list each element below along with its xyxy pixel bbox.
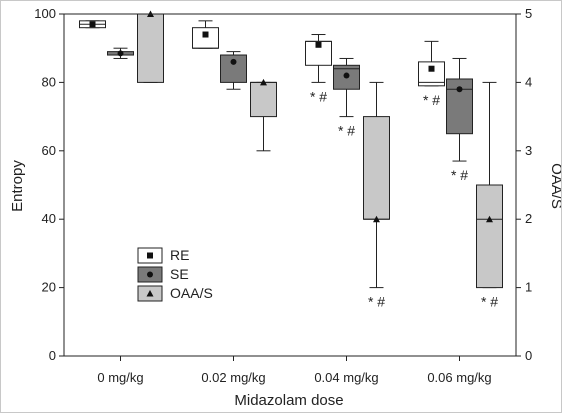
box-re-3	[418, 40, 445, 87]
significance-annotation: * #	[481, 294, 498, 310]
box-oaa-s-2	[363, 81, 390, 289]
y-right-tick-label: 3	[525, 143, 532, 158]
y-left-tick-label: 100	[34, 6, 56, 21]
legend: RE SE OAA/S	[137, 247, 213, 302]
y-right-tick-label: 0	[525, 348, 532, 363]
mean-marker	[89, 21, 96, 28]
y-left-tick-label: 40	[42, 211, 56, 226]
x-tick-label: 0.06 mg/kg	[427, 370, 491, 385]
y-right-tick-label: 4	[525, 74, 532, 89]
mean-marker	[230, 58, 237, 65]
x-tick-label: 0.02 mg/kg	[201, 370, 265, 385]
box-oaa-s-0	[137, 10, 164, 83]
y-axis-title-right: OAA/S	[548, 163, 561, 209]
mean-marker	[456, 86, 463, 93]
y-right-tick-label: 1	[525, 280, 532, 295]
box-se-3	[446, 57, 473, 162]
significance-annotation: * #	[368, 294, 385, 310]
box-re-0	[79, 20, 106, 29]
box-re-1	[192, 20, 219, 49]
annotations-layer: * # * # * # * # * # * #	[310, 88, 498, 309]
box-body	[363, 116, 390, 220]
box-body	[250, 81, 277, 118]
y-left-tick-label: 0	[49, 348, 56, 363]
mean-marker	[315, 41, 322, 48]
mean-marker	[486, 215, 493, 223]
significance-annotation: * #	[338, 123, 355, 139]
y-right-tick-label: 5	[525, 6, 532, 21]
legend-label-se: SE	[170, 266, 189, 282]
y-left-tick-label: 80	[42, 74, 56, 89]
legend-marker-se	[147, 271, 153, 278]
mean-marker	[202, 31, 209, 38]
box-body	[418, 61, 445, 87]
legend-label-re: RE	[170, 247, 189, 263]
legend-marker-oaa-s	[146, 290, 154, 297]
boxes-layer	[79, 10, 503, 289]
x-tick-label: 0.04 mg/kg	[314, 370, 378, 385]
mean-marker	[260, 78, 267, 86]
box-oaa-s-1	[250, 78, 277, 152]
box-body	[476, 184, 503, 289]
box-re-2	[305, 34, 332, 83]
y-left-tick-label: 60	[42, 143, 56, 158]
mean-marker	[117, 50, 124, 57]
plot-frame	[63, 13, 517, 357]
box-se-1	[220, 51, 247, 90]
axes-layer: 0 20 40 60 80 100 0 1 2 3 4 5 0 mg/kg 0.02 mg/kg 0.04 …	[34, 6, 532, 385]
box-se-2	[333, 57, 360, 118]
box-body	[137, 13, 164, 83]
y-left-tick-label: 20	[42, 280, 56, 295]
mean-marker	[373, 215, 380, 223]
y-axis-title-left: Entropy	[9, 160, 26, 212]
significance-annotation: * #	[310, 88, 327, 104]
legend-marker-re	[147, 252, 153, 259]
box-oaa-s-3	[476, 81, 503, 289]
box-body	[192, 27, 219, 49]
box-se-0	[107, 47, 134, 59]
mean-marker	[428, 65, 435, 72]
y-right-tick-label: 2	[525, 211, 532, 226]
x-tick-label: 0 mg/kg	[97, 370, 143, 385]
legend-label-oaa-s: OAA/S	[170, 285, 213, 301]
significance-annotation: * #	[423, 92, 440, 108]
x-axis-title: Midazolam dose	[234, 392, 343, 409]
mean-marker	[343, 72, 350, 79]
significance-annotation: * #	[451, 167, 468, 183]
